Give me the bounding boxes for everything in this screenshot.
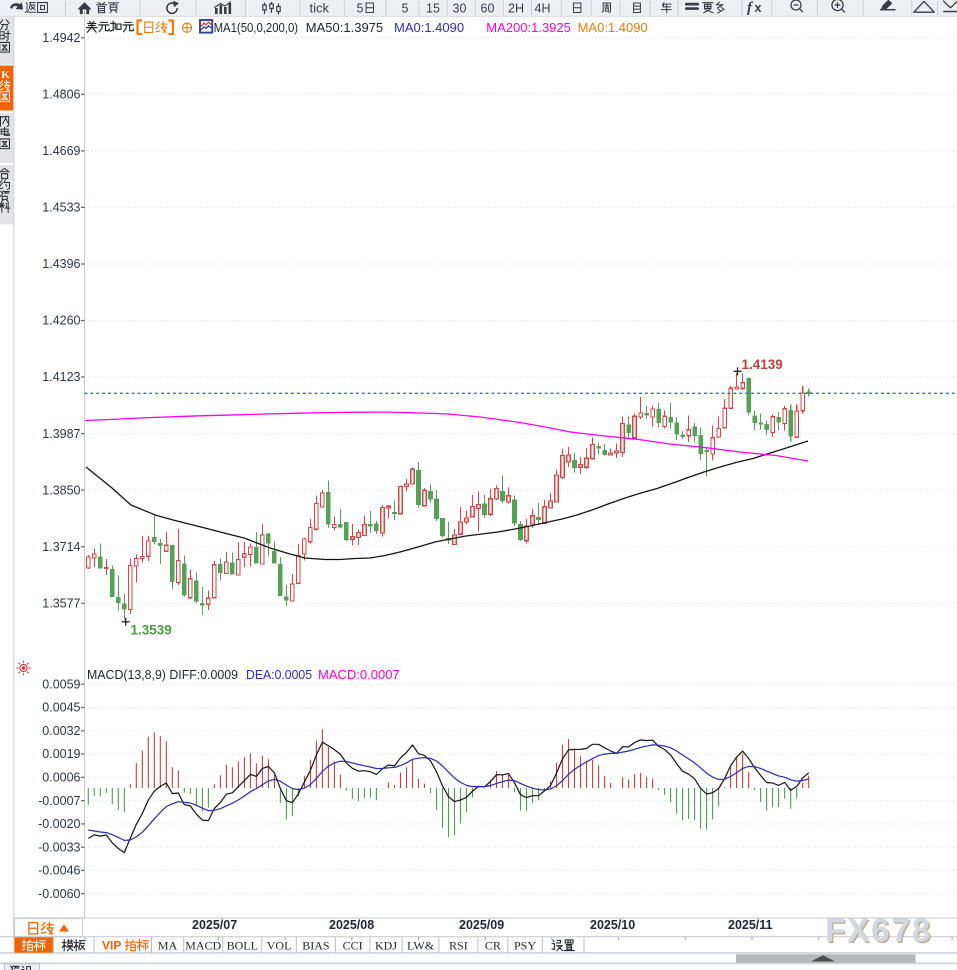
svg-text:-0.0033: -0.0033: [38, 840, 80, 854]
svg-text:tick: tick: [310, 1, 330, 16]
svg-text:RSI: RSI: [449, 939, 468, 953]
svg-text:1.3577: 1.3577: [42, 596, 80, 610]
svg-text:DEA:0.0005: DEA:0.0005: [246, 667, 312, 682]
svg-text:MACD:0.0007: MACD:0.0007: [318, 667, 400, 682]
svg-text:1.3714: 1.3714: [42, 540, 80, 554]
svg-text:VOL: VOL: [267, 939, 292, 953]
svg-text:1.4669: 1.4669: [42, 144, 80, 158]
svg-text:FX678: FX678: [825, 912, 932, 949]
svg-text:PSY: PSY: [514, 939, 536, 953]
svg-text:0.0059: 0.0059: [42, 677, 80, 691]
svg-text:f: f: [747, 0, 754, 16]
svg-text:-0.0046: -0.0046: [38, 864, 80, 878]
svg-text:2025/11: 2025/11: [728, 918, 773, 932]
svg-text:0.0019: 0.0019: [42, 747, 80, 761]
svg-text:BIAS: BIAS: [302, 939, 329, 953]
svg-text:1.4806: 1.4806: [42, 88, 80, 102]
svg-text:1.3987: 1.3987: [42, 427, 80, 441]
svg-text:1.4260: 1.4260: [42, 314, 80, 328]
svg-text:2025/09: 2025/09: [459, 918, 504, 932]
svg-text:LW&: LW&: [407, 939, 435, 953]
svg-text:2025/10: 2025/10: [590, 918, 635, 932]
svg-text:KDJ: KDJ: [375, 939, 397, 953]
svg-text:1.4139: 1.4139: [742, 357, 783, 372]
svg-text:MA0:1.4090: MA0:1.4090: [578, 20, 648, 35]
svg-text:MA0:1.4090: MA0:1.4090: [394, 20, 464, 35]
svg-text:x: x: [755, 1, 762, 15]
svg-text:4H: 4H: [535, 2, 551, 16]
svg-text:-0.0060: -0.0060: [38, 887, 80, 901]
svg-text:BOLL: BOLL: [227, 939, 258, 953]
svg-text:2025/07: 2025/07: [192, 918, 237, 932]
svg-text:1.4396: 1.4396: [42, 257, 80, 271]
svg-text:FX678: FX678: [827, 913, 934, 950]
svg-text:0.0045: 0.0045: [42, 701, 80, 715]
svg-text:MA50:1.3975: MA50:1.3975: [306, 20, 383, 35]
svg-text:0.0032: 0.0032: [42, 724, 80, 738]
svg-text:0.0006: 0.0006: [42, 771, 80, 785]
svg-text:MA1(50,0,200,0): MA1(50,0,200,0): [214, 20, 299, 35]
svg-text:1.3850: 1.3850: [42, 483, 80, 497]
svg-text:-0.0007: -0.0007: [38, 794, 80, 808]
svg-text:30: 30: [453, 2, 467, 16]
svg-text:60: 60: [481, 2, 495, 16]
svg-text:15: 15: [426, 2, 440, 16]
svg-text:1.3539: 1.3539: [131, 623, 172, 638]
svg-text:1.4533: 1.4533: [42, 201, 80, 215]
svg-text:VIP: VIP: [102, 939, 121, 953]
svg-text:MA: MA: [158, 939, 178, 953]
svg-text:MA200:1.3925: MA200:1.3925: [486, 20, 571, 35]
svg-text:2025/08: 2025/08: [329, 918, 374, 932]
svg-text:5: 5: [402, 2, 409, 16]
svg-text:-0.0020: -0.0020: [38, 817, 80, 831]
svg-text:CCI: CCI: [343, 939, 363, 953]
svg-text:5: 5: [357, 2, 364, 16]
svg-text:CR: CR: [485, 939, 501, 953]
svg-text:MACD(13,8,9) DIFF:0.0009: MACD(13,8,9) DIFF:0.0009: [87, 667, 238, 682]
svg-text:K: K: [1, 69, 10, 81]
svg-text:1.4942: 1.4942: [42, 31, 80, 45]
svg-text:2H: 2H: [508, 2, 524, 16]
svg-text:MACD: MACD: [185, 939, 221, 953]
svg-text:1.4123: 1.4123: [42, 370, 80, 384]
